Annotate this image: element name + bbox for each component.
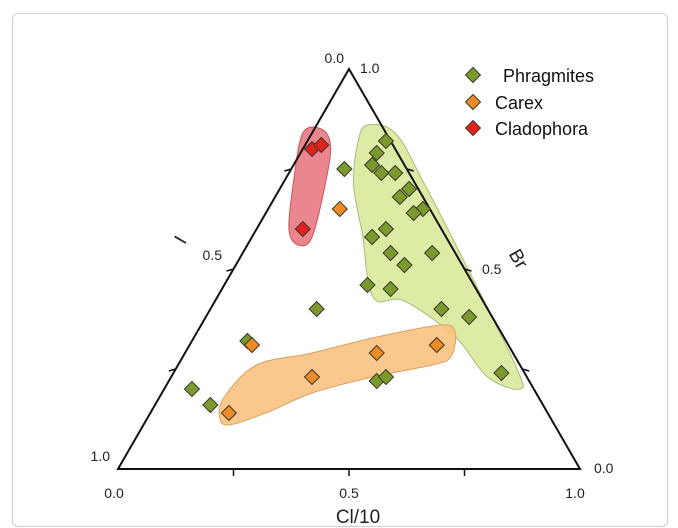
figure-frame: [12, 13, 668, 527]
legend-label-cladophora: Cladophora: [495, 119, 589, 139]
tick-label-right-1: 0.5: [482, 261, 502, 277]
tick-left-1: [226, 268, 234, 272]
legend-label-carex: Carex: [495, 93, 543, 113]
tick-label-bottom-0: 0.0: [104, 485, 124, 501]
point-phragmites-18: [493, 364, 510, 382]
tick-label-left-0: 0.0: [325, 50, 345, 66]
legend-marker-0: [464, 66, 482, 84]
point-phragmites-1: [368, 144, 385, 162]
point-phragmites-16: [433, 300, 450, 318]
point-phragmites-4: [386, 164, 404, 182]
point-carex-1: [243, 336, 261, 354]
tick-label-bottom-1: 0.5: [339, 485, 359, 501]
tick-label-right-2: 0.0: [594, 460, 614, 476]
point-phragmites-14: [359, 276, 376, 294]
point-carex-4: [303, 368, 321, 386]
point-carex-3: [428, 336, 445, 354]
point-phragmites-25: [202, 396, 219, 414]
region-carex: [218, 324, 457, 426]
point-phragmites-24: [183, 380, 201, 398]
point-phragmites-19: [336, 160, 353, 178]
point-phragmites-13: [396, 256, 413, 274]
point-carex-0: [331, 200, 348, 218]
tick-left-0: [168, 368, 176, 372]
tick-label-right-0: 1.0: [360, 60, 380, 76]
point-layer: [183, 132, 510, 422]
point-cladophora-2: [294, 220, 312, 238]
axis-title-right: Br: [504, 246, 532, 274]
point-phragmites-8: [405, 204, 422, 222]
tick-marks: [168, 168, 530, 476]
region-phragmites: [353, 123, 524, 390]
tick-label-left-1: 0.5: [203, 247, 223, 263]
tick-right-2: [406, 168, 414, 172]
point-phragmites-0: [377, 132, 395, 150]
point-phragmites-12: [423, 244, 441, 262]
point-phragmites-23: [377, 368, 395, 386]
legend-marker-1: [464, 93, 482, 111]
axis-title-left: I: [171, 233, 192, 248]
tick-label-bottom-2: 1.0: [565, 485, 585, 501]
tick-right-1: [464, 268, 472, 272]
point-carex-2: [368, 344, 385, 362]
tick-left-2: [284, 168, 292, 172]
point-phragmites-5: [400, 180, 418, 198]
axis-title-bottom: Cl/10: [336, 507, 380, 528]
point-carex-5: [220, 404, 238, 422]
point-phragmites-11: [382, 244, 399, 262]
point-phragmites-6: [391, 188, 409, 206]
tick-right-0: [522, 368, 530, 372]
point-phragmites-10: [363, 228, 381, 246]
point-cladophora-1: [313, 136, 330, 154]
point-phragmites-15: [382, 280, 399, 298]
point-phragmites-20: [308, 300, 325, 318]
legend-markers: [464, 66, 482, 137]
point-phragmites-3: [373, 164, 390, 182]
legend-label-phragmites: Phragmites: [503, 66, 594, 86]
tick-label-left-2: 1.0: [91, 448, 111, 464]
legend: Phragmites Carex Cladophora: [464, 66, 594, 139]
point-phragmites-9: [377, 220, 395, 238]
legend-marker-2: [464, 119, 482, 137]
point-phragmites-2: [363, 156, 381, 174]
point-phragmites-17: [460, 308, 478, 326]
